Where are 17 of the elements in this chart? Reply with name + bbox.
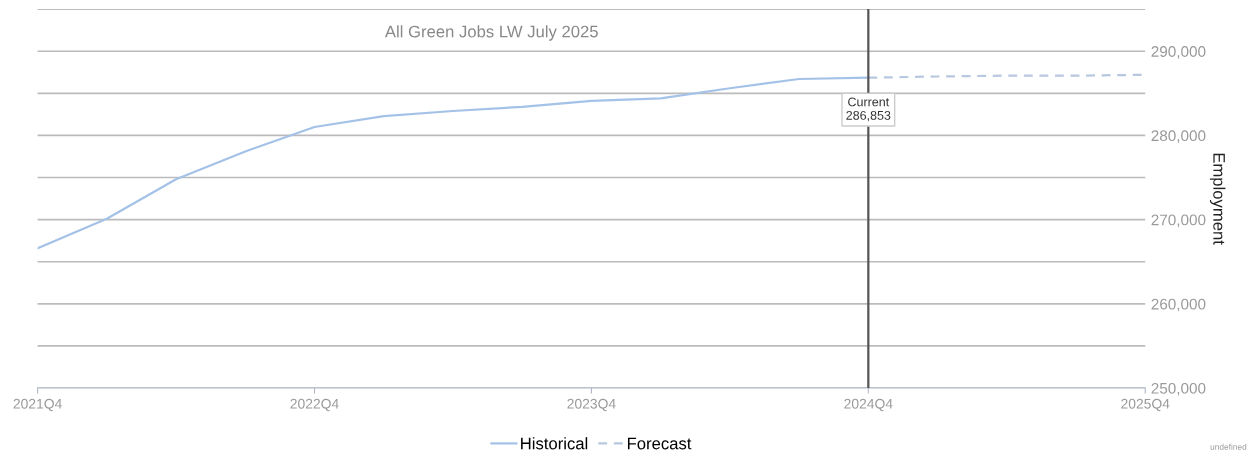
x-tick-label: 2021Q4 bbox=[13, 398, 62, 412]
y-axis-title: Employment bbox=[1209, 153, 1226, 245]
y-tick-label: 250,000 bbox=[1151, 382, 1206, 396]
y-tick-label: 270,000 bbox=[1151, 214, 1206, 228]
text: All Green Jobs LW July 2025 bbox=[384, 25, 598, 41]
ref-line-label: Current bbox=[848, 97, 890, 107]
text: undefined bbox=[1210, 443, 1247, 450]
x-tick-label: 2024Q4 bbox=[844, 398, 893, 412]
x-tick-label: 2025Q4 bbox=[1121, 398, 1170, 412]
y-tick-label: 290,000 bbox=[1151, 46, 1206, 59]
y-tick-label: 260,000 bbox=[1151, 298, 1206, 312]
legend-label: Historical bbox=[521, 437, 588, 450]
x-tick-label: 2022Q4 bbox=[290, 398, 339, 412]
y-tick-label: 280,000 bbox=[1151, 130, 1206, 143]
x-tick-label: 2023Q4 bbox=[567, 398, 616, 412]
legend-label: Forecast bbox=[627, 437, 692, 450]
annotation: 286,853 bbox=[846, 110, 891, 122]
